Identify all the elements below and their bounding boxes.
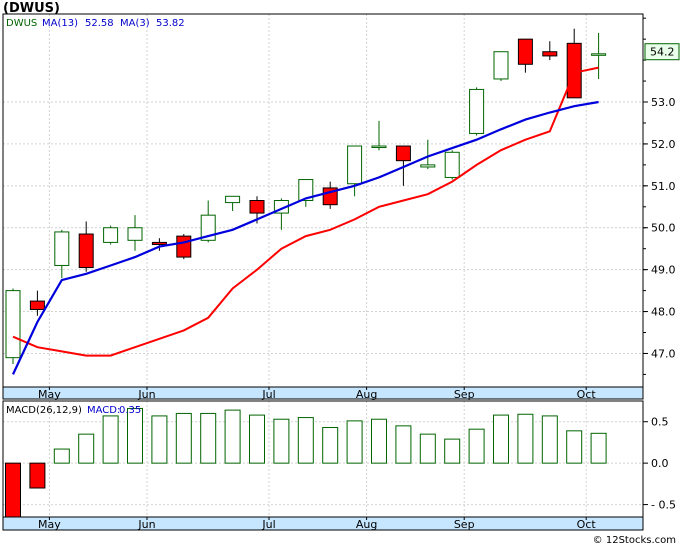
price-tick-label: 51.0 [651, 180, 676, 193]
macd-bar-positive [371, 418, 387, 464]
price-legend-ma3-label: MA(3) [120, 18, 150, 29]
macd-x-tick-label: May [38, 518, 61, 531]
macd-legend-label: MACD(26,12,9) [6, 405, 82, 416]
candle-up [493, 51, 509, 80]
price-x-tick-label: Oct [577, 388, 597, 401]
macd-legend-value: 0.35 [119, 405, 141, 416]
candle-down [517, 38, 533, 65]
macd-bar-positive [468, 428, 485, 464]
price-tick-label: 47.0 [651, 347, 676, 360]
candle-up [127, 227, 143, 241]
macd-bar-positive [395, 425, 412, 464]
candle-up [200, 214, 216, 241]
macd-bar-positive [297, 417, 314, 464]
macd-bar-positive [273, 418, 290, 464]
ma13-line [12, 100, 599, 375]
watermark: © 12Stocks.com [593, 535, 676, 546]
price-tick-label: 52.0 [651, 138, 676, 151]
macd-bar-positive [249, 414, 265, 464]
macd-x-tick-label: Jun [137, 518, 155, 531]
candle-down [542, 51, 558, 57]
legends: (DWUS) DWUS MA(13) 52.58 MA(3) 53.82 MACD(26,… [3, 1, 185, 416]
last-price-label: 54.2 [650, 46, 675, 59]
candle-down [249, 200, 265, 214]
macd-x-tick-label: Sep [454, 518, 475, 531]
price-legend-ticker: DWUS [6, 18, 37, 29]
macd-x-axis-band [2, 516, 644, 531]
macd-bar-positive [419, 433, 436, 464]
macd-bar-positive [224, 409, 241, 464]
macd-panel-frame [2, 400, 644, 518]
candle-up [298, 179, 314, 201]
candle-down [395, 145, 411, 162]
price-tick-label: 50.0 [651, 222, 676, 235]
macd-tick-label: 0.5 [651, 416, 669, 429]
macd-bar-positive [590, 432, 607, 464]
price-legend-ma13-value: 52.58 [85, 18, 114, 29]
macd-panel [5, 407, 607, 518]
price-tick-label: 49.0 [651, 264, 676, 277]
candle-down [176, 235, 192, 258]
price-x-tick-label: May [38, 388, 61, 401]
candle-up [469, 88, 485, 134]
candle-up [5, 290, 21, 359]
macd-bar-negative [5, 462, 21, 518]
price-x-tick-label: Sep [454, 388, 475, 401]
macd-tick-label: - 0.5 [651, 499, 676, 512]
macd-bar-positive [200, 412, 217, 464]
macd-x-tick-label: Aug [356, 518, 377, 531]
panel-frames [2, 13, 644, 531]
candle-up [420, 164, 436, 168]
price-panel [5, 28, 607, 375]
macd-x-tick-label: Jul [261, 518, 275, 531]
candle-up [444, 151, 460, 178]
macd-bar-positive [151, 415, 168, 464]
chart-title: (DWUS) [3, 1, 60, 16]
macd-bar-positive [127, 407, 143, 464]
macd-bar-positive [444, 438, 461, 464]
candle-up [591, 53, 607, 56]
price-x-tick-label: Aug [356, 388, 377, 401]
macd-bar-positive [566, 430, 583, 464]
macd-tick-label: 0.0 [651, 457, 669, 470]
macd-x-tick-label: Oct [577, 518, 597, 531]
candle-up [225, 195, 241, 204]
macd-bar-positive [346, 420, 363, 464]
macd-bar-negative [29, 462, 46, 489]
price-x-tick-label: Jun [137, 388, 155, 401]
price-panel-frame [2, 13, 644, 388]
candle-down [29, 300, 45, 310]
candle-up [347, 145, 363, 185]
candle-up [103, 227, 119, 243]
macd-bar-positive [102, 415, 119, 464]
macd-legend-value-label: MACD: [87, 405, 120, 416]
macd-bar-positive [517, 413, 534, 464]
macd-bar-positive [53, 448, 70, 464]
candle-down [151, 241, 167, 246]
price-tick-label: 48.0 [651, 306, 676, 319]
last-price-tag [644, 43, 680, 61]
macd-bar-positive [322, 427, 339, 464]
macd-bar-positive [541, 415, 558, 464]
candle-down [566, 42, 582, 99]
price-legend-ma3-value: 53.82 [156, 18, 185, 29]
price-legend-ma13-label: MA(13) [42, 18, 78, 29]
macd-bar-positive [78, 433, 95, 464]
price-tick-label: 53.0 [651, 96, 676, 109]
price-x-axis-band [2, 386, 644, 400]
price-x-tick-label: Jul [261, 388, 275, 401]
candle-up [54, 231, 70, 266]
axis-labels: 47.0 48.0 49.0 50.0 51.0 52.0 53.0 May May Jun Jun… [38, 17, 680, 531]
ma3-line [12, 66, 599, 357]
candle-down [78, 233, 94, 269]
macd-bar-positive [493, 414, 509, 464]
macd-bar-positive [175, 412, 192, 464]
candle-up [371, 145, 387, 149]
